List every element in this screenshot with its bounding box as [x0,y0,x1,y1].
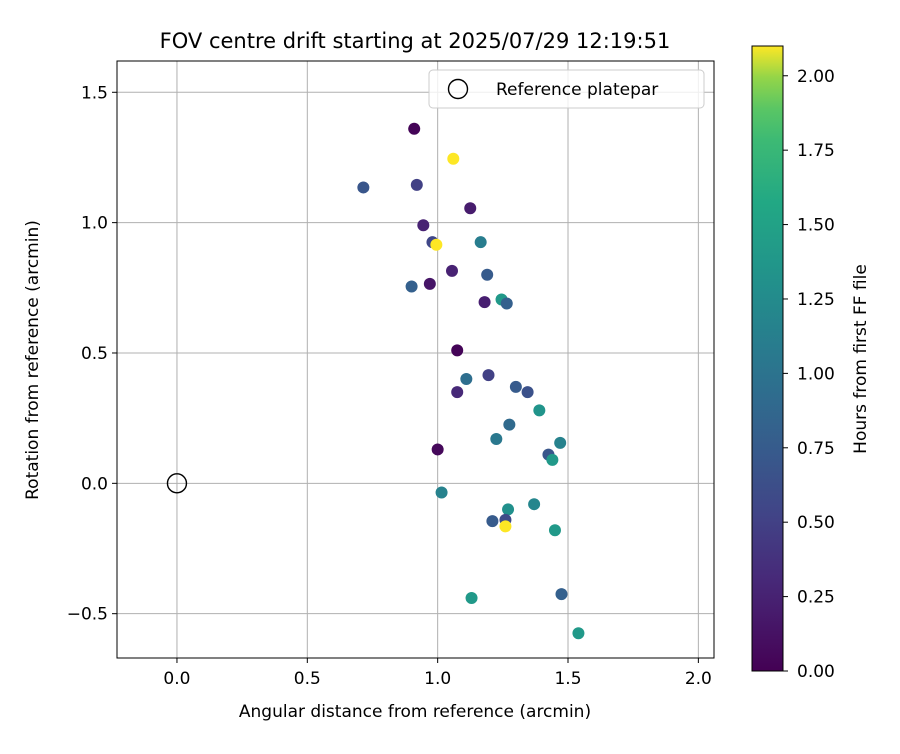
scatter-point [481,268,494,281]
x-tick-label: 0.0 [163,669,190,689]
y-tick-label: 0.5 [81,344,108,364]
reference-layer [166,473,188,494]
x-axis-ticks: 0.0 0.5 1.0 1.5 2.0 [163,658,712,689]
colorbar: 0.00 0.25 0.50 0.75 1.00 1.25 1.50 1.75 2.00 Hou… [751,45,871,682]
legend-marker-reference [447,78,469,100]
colorbar-tick-label: 0.75 [797,439,835,459]
scatter-point [474,236,487,249]
legend-label-reference: Reference platepar [496,80,658,100]
scatter-point [435,486,448,499]
y-axis-ticks: −0.5 0.0 0.5 1.0 1.5 [67,83,117,625]
scatter-points [357,122,585,640]
scatter-point [502,503,515,516]
colorbar-frame [751,45,784,672]
scatter-point [465,592,478,605]
scatter-point [509,380,522,393]
y-tick-label: 0.0 [81,474,108,494]
scatter-point [408,122,421,135]
scatter-point [555,588,568,601]
scatter-point [445,264,458,277]
colorbar-tick-label: 1.00 [797,364,835,384]
scatter-point [478,296,491,309]
colorbar-label: Hours from first FF file [851,264,871,454]
scatter-point [546,453,559,466]
colorbar-gradient [752,46,783,671]
scatter-point [486,515,499,528]
x-axis-label: Angular distance from reference (arcmin) [239,702,591,722]
x-tick-label: 2.0 [685,669,712,689]
scatter-point [528,498,541,511]
scatter-point [460,373,473,386]
colorbar-tick-label: 0.50 [797,513,835,533]
scatter-point [554,436,567,449]
scatter-point [357,181,370,194]
scatter-point [417,219,430,232]
colorbar-tick-label: 1.25 [797,290,835,310]
scatter-point [430,238,443,251]
colorbar-tick-label: 0.00 [797,662,835,682]
reference-point [166,473,188,494]
scatter-point [451,386,464,399]
x-tick-label: 1.0 [424,669,451,689]
plot-frame [116,60,715,659]
legend-box [428,69,705,109]
scatter-point [548,524,561,537]
colorbar-tick-label: 0.25 [797,588,835,608]
colorbar-ticks: 0.00 0.25 0.50 0.75 1.00 1.25 1.50 1.75 2.00 [783,67,835,682]
x-tick-label: 1.5 [554,669,581,689]
colorbar-tick-label: 1.75 [797,141,835,161]
scatter-point [447,152,460,165]
scatter-point [490,433,503,446]
colorbar-tick-label: 1.50 [797,216,835,236]
colorbar-tick-label: 2.00 [797,67,835,87]
scatter-point [451,344,464,357]
y-tick-label: −0.5 [67,605,108,625]
y-tick-label: 1.5 [81,83,108,103]
scatter-point [503,418,516,431]
y-axis-label: Rotation from reference (arcmin) [23,220,43,500]
scatter-point [533,404,546,417]
scatter-point [464,202,477,215]
chart-title: FOV centre drift starting at 2025/07/29 … [160,29,671,53]
y-tick-label: 1.0 [81,214,108,234]
scatter-point [431,443,444,456]
scatter-point [410,178,423,191]
scatter-point [423,277,436,290]
scatter-point [500,297,513,310]
legend: Reference platepar [428,69,705,109]
scatter-point [482,369,495,382]
x-tick-label: 0.5 [294,669,321,689]
scatter-point [499,520,512,533]
scatter-point [405,280,418,293]
scatter-point [572,627,585,640]
scatter-point [521,386,534,399]
